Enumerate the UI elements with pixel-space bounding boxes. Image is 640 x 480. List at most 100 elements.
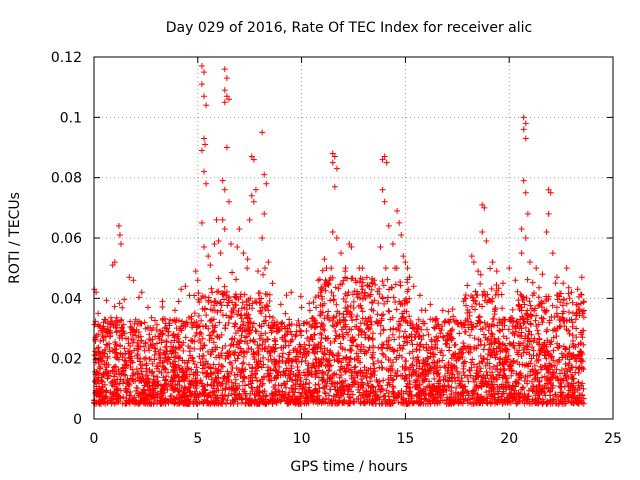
data-point: [566, 295, 573, 302]
data-point: [136, 294, 143, 301]
data-point: [359, 295, 366, 302]
data-point: [260, 271, 267, 278]
data-point: [208, 285, 215, 292]
data-point: [522, 324, 529, 331]
data-point: [179, 357, 186, 364]
data-point: [467, 372, 474, 379]
data-point: [535, 302, 542, 309]
data-point: [265, 307, 272, 314]
data-point: [466, 332, 473, 339]
y-axis-label: ROTI / TECUs: [7, 192, 23, 284]
x-tick-label: 5: [193, 431, 202, 447]
data-point: [503, 349, 510, 356]
data-point: [312, 355, 319, 362]
data-point: [220, 363, 227, 370]
data-point: [377, 330, 384, 337]
data-point: [153, 321, 160, 328]
data-point: [159, 304, 166, 311]
data-point: [531, 362, 538, 369]
data-point: [228, 361, 235, 368]
data-point: [253, 328, 260, 335]
data-point: [208, 317, 215, 324]
data-point: [394, 347, 401, 354]
data-point: [311, 332, 318, 339]
data-point: [539, 319, 546, 326]
data-point: [302, 357, 309, 364]
data-point: [384, 298, 391, 305]
y-tick-label: 0.08: [51, 171, 82, 187]
data-point: [349, 317, 356, 324]
data-point: [521, 301, 528, 308]
data-point: [110, 373, 117, 380]
data-point: [536, 284, 543, 291]
data-point: [464, 397, 471, 404]
data-point: [521, 378, 528, 385]
data-point: [474, 391, 481, 398]
data-point: [185, 314, 192, 321]
data-point: [354, 343, 361, 350]
data-point: [239, 299, 246, 306]
data-point: [372, 281, 379, 288]
data-point: [382, 265, 389, 272]
data-point: [342, 377, 349, 384]
data-point: [215, 275, 222, 282]
y-tick-label: 0: [73, 412, 82, 428]
data-point: [520, 320, 527, 327]
x-tick-label: 15: [396, 431, 414, 447]
data-point: [561, 323, 568, 330]
data-point: [209, 289, 216, 296]
data-point: [340, 277, 347, 284]
data-point: [480, 331, 487, 338]
data-point: [342, 369, 349, 376]
data-point: [445, 308, 452, 315]
data-point: [228, 390, 235, 397]
data-point: [203, 312, 210, 319]
data-point: [224, 302, 231, 309]
data-point: [559, 302, 566, 309]
data-point: [573, 334, 580, 341]
data-point: [489, 331, 496, 338]
data-point: [227, 342, 234, 349]
data-point: [305, 349, 312, 356]
data-point: [317, 289, 324, 296]
data-point: [348, 313, 355, 320]
y-tick-label: 0.02: [51, 352, 82, 368]
data-point: [476, 368, 483, 375]
data-point: [127, 343, 134, 350]
data-point: [451, 318, 458, 325]
data-point: [380, 351, 387, 358]
data-point: [469, 356, 476, 363]
data-point: [579, 334, 586, 341]
data-point: [349, 391, 356, 398]
data-point: [141, 319, 148, 326]
data-point: [400, 333, 407, 340]
data-point: [174, 333, 181, 340]
data-point: [152, 348, 159, 355]
data-point: [379, 278, 386, 285]
y-tick-label: 0.06: [51, 231, 82, 247]
data-point: [315, 381, 322, 388]
data-point: [224, 397, 231, 404]
data-point: [310, 299, 317, 306]
data-point: [473, 300, 480, 307]
data-point: [191, 310, 198, 317]
data-point: [222, 342, 229, 349]
data-point: [461, 295, 468, 302]
data-point: [347, 355, 354, 362]
data-point: [223, 288, 230, 295]
data-point: [540, 315, 547, 322]
x-tick-label: 25: [604, 431, 622, 447]
data-point: [368, 286, 375, 293]
data-point: [265, 343, 272, 350]
data-point: [393, 373, 400, 380]
data-point: [286, 322, 293, 329]
data-point: [331, 383, 338, 390]
data-point: [448, 384, 455, 391]
data-point: [473, 323, 480, 330]
data-point: [553, 304, 560, 311]
data-points: [91, 63, 587, 407]
data-point: [214, 370, 221, 377]
data-point: [332, 284, 339, 291]
x-tick-label: 0: [90, 431, 99, 447]
data-point: [535, 294, 542, 301]
